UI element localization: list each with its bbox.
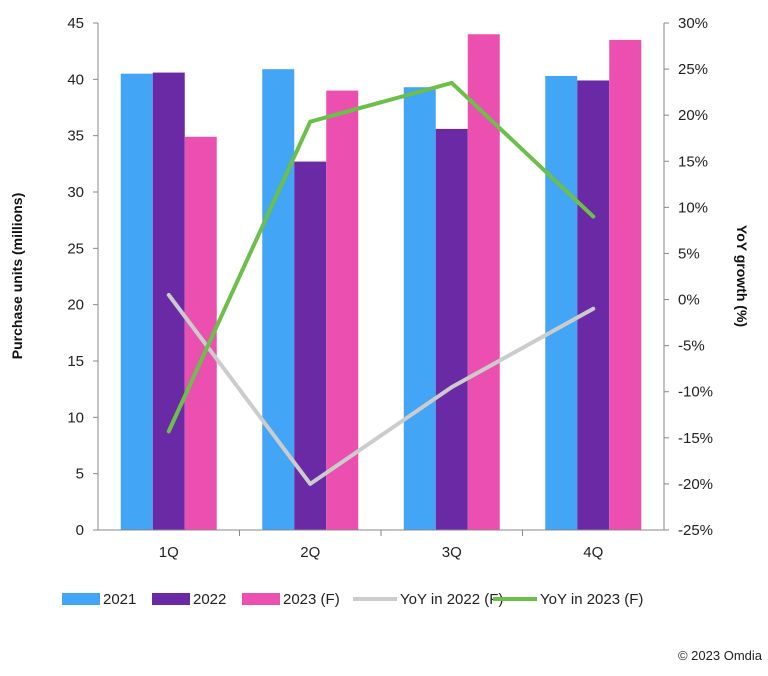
y2-tick-label: 10% — [678, 199, 708, 216]
y2-tick-label: 5% — [678, 245, 700, 262]
bar-2023-f--4q — [609, 39, 642, 531]
y-tick-label: 15 — [67, 353, 84, 370]
y-axis-title: Purchase units (millions) — [9, 193, 25, 359]
y2-tick-label: -15% — [678, 430, 713, 447]
bar-2022-3q — [435, 128, 468, 530]
line-yoy-in-2023-f- — [166, 80, 596, 434]
y-tick-label: 20 — [67, 297, 84, 314]
y-tick-label: 30 — [67, 184, 84, 201]
legend-swatch-2023-f- — [242, 593, 280, 605]
y2-tick-label: 20% — [678, 107, 708, 124]
bar-2022-1q — [152, 72, 185, 530]
y-tick-label: 25 — [67, 240, 84, 257]
y2-tick-label: 25% — [678, 61, 708, 78]
y-tick-label: 40 — [67, 71, 84, 88]
x-tick-label: 4Q — [583, 544, 603, 561]
y2-tick-label: 0% — [678, 292, 700, 309]
y-tick-label: 10 — [67, 409, 84, 426]
bar-2021-3q — [403, 87, 436, 530]
bar-2021-1q — [120, 73, 153, 530]
bar-2022-4q — [577, 80, 610, 531]
y-tick-label: 5 — [76, 466, 84, 483]
x-tick-label: 1Q — [159, 544, 179, 561]
legend-label-yoy-in-2023-f-: YoY in 2023 (F) — [540, 591, 643, 608]
bar-2023-f--3q — [467, 34, 500, 531]
y-tick-label: 45 — [67, 15, 84, 32]
legend-label-yoy-in-2022-f-: YoY in 2022 (F) — [400, 591, 503, 608]
y-tick-label: 0 — [76, 522, 84, 539]
axes-layer — [93, 22, 669, 536]
y2-tick-label: 15% — [678, 153, 708, 170]
legend-swatch-2022 — [152, 593, 190, 605]
legend-label-2021: 2021 — [103, 591, 136, 608]
bar-2021-2q — [262, 69, 295, 531]
y2-tick-label: -5% — [678, 338, 705, 355]
y2-tick-label: 30% — [678, 15, 708, 32]
line-yoy-in-2022-f- — [166, 292, 596, 486]
bars-layer — [120, 34, 642, 531]
legend-swatch-2021 — [62, 593, 100, 605]
y2-axis-title: YoY growth (%) — [734, 225, 750, 327]
bar-2021-4q — [545, 75, 578, 530]
copyright-text: © 2023 Omdia — [678, 648, 763, 663]
x-tick-label: 3Q — [442, 544, 462, 561]
lines-layer — [166, 80, 596, 486]
x-tick-label: 2Q — [300, 544, 320, 561]
y2-tick-label: -25% — [678, 522, 713, 539]
labels-layer: 0 5 10 15 20 25 30 35 40 45 -25% -20% -15% -10% -5% 0% 5… — [67, 15, 713, 561]
y2-tick-label: -20% — [678, 476, 713, 493]
legend-label-2022: 2022 — [193, 591, 226, 608]
legend-label-2023-f-: 2023 (F) — [283, 591, 340, 608]
legend: 2021 2022 2023 (F) YoY in 2022 (F) YoY in 20… — [62, 591, 643, 608]
y-tick-label: 35 — [67, 128, 84, 145]
y2-tick-label: -10% — [678, 384, 713, 401]
